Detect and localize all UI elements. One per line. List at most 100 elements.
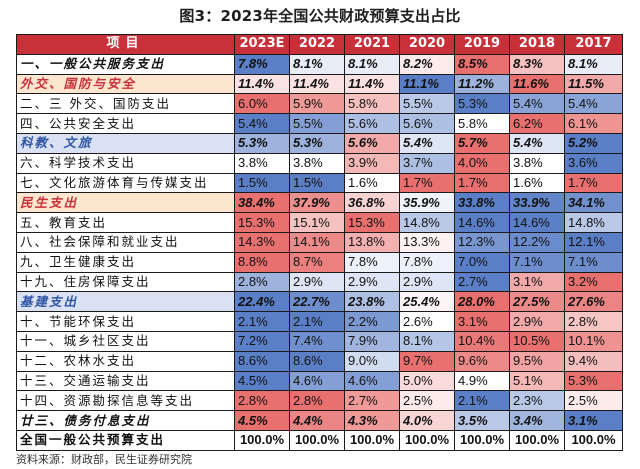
value-cell: 14.1% [289, 231, 345, 253]
value-cell: 10.4% [454, 330, 510, 352]
value-cell: 3.2% [564, 271, 623, 293]
value-cell: 2.9% [509, 311, 565, 332]
header-row: 项目 2023E 2022 2021 2020 2019 2018 2017 [16, 34, 623, 55]
table-row: 六、科学技术支出 3.8% 3.8% 3.9% 3.7% 4.0% 3.8% 3.6% [16, 152, 623, 174]
value-cell: 33.8% [454, 192, 510, 214]
expenditure-table: 项目 2023E 2022 2021 2020 2019 2018 2017 一… [16, 34, 623, 451]
value-cell: 7.2% [234, 330, 290, 352]
row-label: 一、一般公共服务支出 [16, 53, 235, 75]
row-label: 十二、农林水支出 [16, 350, 235, 372]
value-cell: 100.0% [344, 429, 400, 451]
table-row: 五、教育支出 15.3% 15.1% 15.3% 14.8% 14.6% 14.6% 14.8… [16, 212, 623, 233]
table-row: 二、三 外交、国防支出 6.0% 5.9% 5.8% 5.5% 5.3% 5.4% 5.4% [16, 93, 623, 115]
value-cell: 100.0% [454, 429, 510, 451]
value-cell: 4.9% [454, 370, 510, 392]
value-cell: 2.9% [289, 271, 345, 293]
row-label: 民生支出 [16, 192, 235, 214]
value-cell: 4.4% [289, 410, 345, 431]
value-cell: 2.5% [564, 390, 623, 412]
value-cell: 5.8% [454, 113, 510, 134]
value-cell: 15.3% [234, 212, 290, 233]
value-cell: 4.0% [454, 152, 510, 174]
value-cell: 6.0% [234, 93, 290, 115]
value-cell: 5.4% [564, 93, 623, 115]
value-cell: 8.2% [399, 53, 455, 75]
value-cell: 11.5% [564, 73, 623, 95]
table-row: 一、一般公共服务支出 7.8% 8.1% 8.1% 8.2% 8.5% 8.3% 8.1% [16, 53, 623, 75]
value-cell: 8.7% [289, 251, 345, 273]
value-cell: 2.8% [289, 390, 345, 412]
value-cell: 9.5% [509, 350, 565, 372]
table-row: 科教、文旅 5.3% 5.3% 5.6% 5.4% 5.7% 5.4% 5.2% [16, 132, 623, 154]
value-cell: 14.8% [564, 212, 623, 233]
row-label: 基建支出 [16, 291, 235, 313]
value-cell: 2.9% [399, 271, 455, 293]
table-row: 十九、住房保障支出 2.8% 2.9% 2.9% 2.9% 2.7% 3.1% 3.2% [16, 271, 623, 293]
value-cell: 10.1% [564, 330, 623, 352]
value-cell: 8.8% [234, 251, 290, 273]
value-cell: 8.5% [454, 53, 510, 75]
table-row: 外交、国防与安全 11.4% 11.4% 11.4% 11.1% 11.2% 11.6% 11… [16, 73, 623, 95]
value-cell: 3.5% [454, 410, 510, 431]
value-cell: 5.4% [399, 132, 455, 154]
value-cell: 5.7% [454, 132, 510, 154]
value-cell: 35.9% [399, 192, 455, 214]
value-cell: 34.1% [564, 192, 623, 214]
value-cell: 11.2% [454, 73, 510, 95]
table-row: 基建支出 22.4% 22.7% 23.8% 25.4% 28.0% 27.5% 27.6% [16, 291, 623, 313]
value-cell: 5.6% [399, 113, 455, 134]
value-cell: 11.6% [509, 73, 565, 95]
value-cell: 3.1% [454, 311, 510, 332]
value-cell: 11.4% [289, 73, 345, 95]
row-label: 廿三、债务付息支出 [16, 410, 235, 431]
value-cell: 7.1% [509, 251, 565, 273]
header-year: 2017 [564, 34, 623, 55]
row-label: 二、三 外交、国防支出 [16, 93, 235, 115]
header-year: 2019 [454, 34, 510, 55]
value-cell: 5.0% [399, 370, 455, 392]
value-cell: 2.8% [234, 390, 290, 412]
value-cell: 28.0% [454, 291, 510, 313]
value-cell: 10.5% [509, 330, 565, 352]
value-cell: 1.5% [234, 172, 290, 194]
value-cell: 12.1% [564, 231, 623, 253]
row-label: 十三、交通运输支出 [16, 370, 235, 392]
table-row: 廿三、债务付息支出 4.5% 4.4% 4.3% 4.0% 3.5% 3.4% 3.1% [16, 410, 623, 431]
value-cell: 22.4% [234, 291, 290, 313]
value-cell: 3.8% [509, 152, 565, 174]
value-cell: 9.0% [344, 350, 400, 372]
table-row: 四、公共安全支出 5.4% 5.5% 5.6% 5.6% 5.8% 6.2% 6.1% [16, 113, 623, 134]
value-cell: 9.6% [454, 350, 510, 372]
value-cell: 13.3% [399, 231, 455, 253]
row-label: 四、公共安全支出 [16, 113, 235, 134]
value-cell: 3.8% [234, 152, 290, 174]
table-row: 十二、农林水支出 8.6% 8.6% 9.0% 9.7% 9.6% 9.5% 9.4% [16, 350, 623, 372]
value-cell: 8.6% [234, 350, 290, 372]
value-cell: 2.7% [344, 390, 400, 412]
table-row: 十一、城乡社区支出 7.2% 7.4% 7.9% 8.1% 10.4% 10.5% 10.1% [16, 330, 623, 352]
table-row: 八、社会保障和就业支出 14.3% 14.1% 13.8% 13.3% 12.3% 12.2… [16, 231, 623, 253]
value-cell: 100.0% [564, 429, 623, 451]
header-item-label: 项目 [16, 34, 235, 55]
value-cell: 2.1% [289, 311, 345, 332]
value-cell: 27.6% [564, 291, 623, 313]
value-cell: 13.8% [344, 231, 400, 253]
value-cell: 12.2% [509, 231, 565, 253]
row-label: 十九、住房保障支出 [16, 271, 235, 293]
value-cell: 6.2% [509, 113, 565, 134]
value-cell: 5.6% [344, 113, 400, 134]
header-year: 2020 [399, 34, 455, 55]
value-cell: 8.1% [399, 330, 455, 352]
table-body: 一、一般公共服务支出 7.8% 8.1% 8.1% 8.2% 8.5% 8.3% 8.1% 外交… [16, 53, 623, 451]
value-cell: 100.0% [289, 429, 345, 451]
value-cell: 7.4% [289, 330, 345, 352]
value-cell: 5.9% [289, 93, 345, 115]
value-cell: 14.3% [234, 231, 290, 253]
value-cell: 5.2% [564, 132, 623, 154]
value-cell: 36.8% [344, 192, 400, 214]
row-label: 十四、资源勘探信息等支出 [16, 390, 235, 412]
value-cell: 14.6% [509, 212, 565, 233]
row-label: 九、卫生健康支出 [16, 251, 235, 273]
value-cell: 4.5% [234, 370, 290, 392]
value-cell: 4.6% [289, 370, 345, 392]
